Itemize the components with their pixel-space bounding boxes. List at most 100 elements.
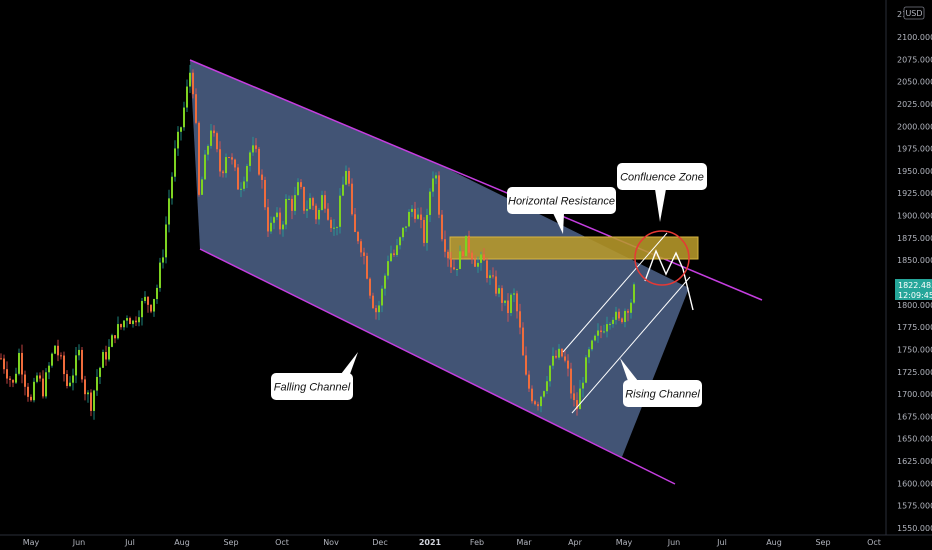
candle-body: [39, 375, 41, 379]
candle-body: [159, 262, 161, 288]
candle-body: [570, 368, 572, 394]
candle-body: [564, 356, 566, 361]
candle-body: [246, 165, 248, 182]
x-tick-label: Apr: [568, 538, 583, 547]
candle-body: [363, 252, 365, 256]
projected-path-zigzag: [644, 249, 694, 311]
candle-body: [177, 131, 179, 149]
candle-body: [81, 349, 83, 380]
candle-body: [387, 261, 389, 276]
candle-body: [486, 260, 488, 279]
candle-body: [189, 72, 191, 87]
candle-body: [171, 176, 173, 199]
candle-body: [300, 182, 302, 187]
y-tick-label: 2100.000: [897, 33, 932, 42]
y-tick-label: 1900.000: [897, 212, 932, 221]
candle-body: [459, 251, 461, 270]
y-tick-label: 1875.000: [897, 234, 932, 243]
candle-body: [225, 157, 227, 174]
candle-body: [285, 198, 287, 225]
candle-body: [291, 198, 293, 211]
x-tick-label: Aug: [174, 538, 190, 547]
candle-body: [342, 184, 344, 196]
falling-channel-callout-box: [271, 373, 353, 400]
candle-body: [309, 198, 311, 210]
candle-body: [315, 205, 317, 220]
x-tick-label: Jun: [667, 538, 681, 547]
candle-body: [522, 327, 524, 356]
candle-body: [438, 175, 440, 215]
candle-body: [345, 170, 347, 185]
candle-body: [597, 330, 599, 336]
candle-body: [591, 340, 593, 350]
candle-body: [444, 239, 446, 252]
candle-body: [192, 72, 194, 95]
last-price-badge: [895, 279, 932, 300]
y-tick-label: 2050.000: [897, 78, 932, 87]
candle-body: [615, 311, 617, 320]
candle-body: [6, 369, 8, 379]
candle-body: [600, 330, 602, 333]
candle-body: [420, 214, 422, 220]
candle-body: [576, 400, 578, 410]
candle-body: [279, 212, 281, 230]
candle-body: [60, 355, 62, 357]
candle-body: [12, 379, 14, 383]
candle-body: [426, 214, 428, 243]
candle-body: [534, 401, 536, 405]
x-tick-label: Mar: [516, 538, 532, 547]
candle-body: [441, 214, 443, 240]
candle-body: [30, 396, 32, 401]
candle-body: [495, 276, 497, 294]
currency-badge-label[interactable]: USD: [905, 9, 922, 18]
candle-body: [336, 226, 338, 228]
candle-body: [222, 171, 224, 174]
candle-body: [210, 130, 212, 146]
candle-body: [150, 304, 152, 312]
candle-body: [528, 374, 530, 389]
y-tick-label: 2025.000: [897, 100, 932, 109]
candle-body: [183, 107, 185, 128]
candle-body: [567, 360, 569, 369]
candle-body: [141, 300, 143, 318]
candle-body: [231, 157, 233, 160]
candle-body: [66, 374, 68, 386]
candle-body: [78, 349, 80, 356]
candle-body: [135, 320, 137, 323]
candle-body: [594, 335, 596, 341]
candle-body: [42, 378, 44, 397]
candle-body: [270, 222, 272, 232]
candle-body: [303, 186, 305, 211]
y-tick-label: 1575.000: [897, 502, 932, 511]
candle-body: [477, 262, 479, 267]
candle-body: [99, 367, 101, 377]
candle-body: [3, 358, 5, 370]
candle-body: [633, 284, 635, 303]
candle-body: [138, 317, 140, 323]
rising-channel-lower-line: [571, 276, 691, 414]
candle-body: [48, 365, 50, 373]
candle-body: [201, 179, 203, 195]
falling-channel-callout-pointer: [341, 352, 358, 374]
rising-channel-callout-pointer: [620, 358, 638, 381]
confluence-zone-callout-label: Confluence Zone: [620, 172, 704, 184]
candle-body: [498, 288, 500, 294]
candle-body: [108, 346, 110, 360]
currency-badge[interactable]: [903, 6, 925, 20]
y-tick-label: 1750.000: [897, 345, 932, 354]
x-tick-label: Sep: [223, 538, 238, 547]
candle-body: [294, 195, 296, 211]
candle-body: [552, 355, 554, 366]
candle-body: [489, 275, 491, 279]
candle-body: [579, 388, 581, 410]
candle-body: [261, 174, 263, 180]
candle-body: [267, 207, 269, 232]
candle-body: [87, 392, 89, 395]
candle-body: [228, 157, 230, 159]
candle-body: [144, 296, 146, 301]
candle-body: [18, 352, 20, 374]
candle-body: [402, 227, 404, 238]
candle-body: [603, 331, 605, 333]
candle-body: [234, 159, 236, 168]
